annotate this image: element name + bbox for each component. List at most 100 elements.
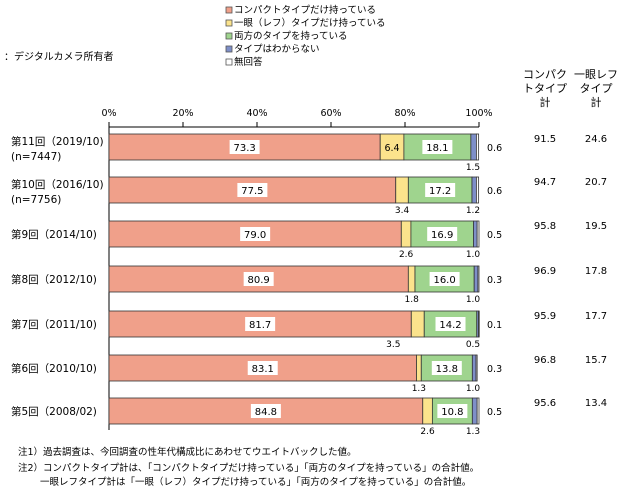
bar-segment-4 <box>475 354 478 382</box>
value-label-compact: 80.9 <box>248 275 270 286</box>
value-label-compact: 79.0 <box>244 230 266 241</box>
slr-total-value: 19.5 <box>585 221 607 232</box>
value-label-compact: 73.3 <box>233 143 255 154</box>
totals: 91.5 24.6 94.7 20.7 95.8 19.5 96.9 17.8 95.9 17.7… <box>534 134 607 409</box>
compact-total-value: 96.9 <box>534 266 556 277</box>
bar-segment-4 <box>478 310 480 338</box>
legend-label-1: 一眼（レフ）タイプだけ持っている <box>234 17 386 29</box>
bar-segment-3 <box>473 220 478 248</box>
slr-total-header-line-2: 計 <box>591 95 602 109</box>
footnote-3: 一眼レフタイプ計は「一眼（レフ）タイプだけ持っている」「両方のタイプを持っている… <box>40 476 471 488</box>
value-label-box <box>247 361 278 375</box>
x-tick-label: 100% <box>465 108 492 119</box>
value-label-both: 17.2 <box>429 186 451 197</box>
category-label: 第10回（2016/10) <box>11 178 104 191</box>
x-tick-label: 20% <box>172 108 193 119</box>
value-label-unknown: 1.5 <box>466 163 480 173</box>
bar-segment-4 <box>476 176 480 204</box>
value-label-box <box>425 183 456 197</box>
bar-segment-4 <box>477 265 480 293</box>
compact-total-header-line-1: トタイプ <box>523 82 567 95</box>
value-label-box <box>429 272 460 286</box>
value-label-slr: 1.3 <box>412 384 426 394</box>
value-label-unknown: 1.0 <box>466 384 481 394</box>
slr-total-value: 13.4 <box>585 398 607 409</box>
value-label-no-answer: 0.6 <box>487 186 502 197</box>
plot-area: 第11回（2019/10) (n=7447) 73.3 6.4 18.1 1.5 0.6 第1… <box>11 133 502 437</box>
bar-segment-3 <box>473 265 479 293</box>
footnote-1: 注1）過去調査は、今回調査の性年代構成比にあわせてウエイトバックした値。 <box>18 446 357 458</box>
compact-total-value: 95.8 <box>534 221 556 232</box>
value-label-box <box>437 404 468 418</box>
value-label-slr: 3.5 <box>386 340 400 350</box>
value-label-slr: 2.6 <box>399 250 414 260</box>
value-label-both: 14.2 <box>439 320 461 331</box>
value-label-unknown: 1.0 <box>466 295 481 305</box>
value-label-unknown: 1.3 <box>466 427 480 437</box>
bar-segment-3 <box>471 176 477 204</box>
compact-total-header-line-2: 計 <box>540 95 551 109</box>
slr-total-value: 15.7 <box>585 355 607 366</box>
footnotes: 注1）過去調査は、今回調査の性年代構成比にあわせてウエイトバックした値。注2）コ… <box>18 446 479 488</box>
value-label-slr: 6.4 <box>384 143 399 154</box>
value-label-unknown: 1.0 <box>466 250 481 260</box>
slr-total-header-line-1: タイプ <box>580 82 613 95</box>
value-label-box <box>422 140 453 154</box>
bar-segment-1 <box>410 310 425 338</box>
compact-total-value: 95.9 <box>534 311 556 322</box>
bar-segment-1 <box>416 354 422 382</box>
compact-total-value: 91.5 <box>534 134 556 145</box>
value-label-both: 10.8 <box>441 407 463 418</box>
value-label-no-answer: 0.1 <box>487 320 502 331</box>
category-label: 第9回（2014/10) <box>11 228 97 241</box>
category-label: 第6回（2010/10) <box>11 362 97 375</box>
value-label-slr: 3.4 <box>395 206 410 216</box>
bar-segment-4 <box>476 397 480 425</box>
value-label-unknown: 1.2 <box>466 206 480 216</box>
value-label-box <box>435 317 466 331</box>
value-label-no-answer: 0.5 <box>487 407 502 418</box>
x-tick-label: 60% <box>320 108 341 119</box>
category-sample-size: (n=7756) <box>11 194 61 206</box>
legend-swatch-3 <box>225 45 233 53</box>
compact-total-value: 96.8 <box>534 355 556 366</box>
bar-segment-1 <box>400 220 412 248</box>
value-label-box <box>245 317 276 331</box>
category-label: 第8回（2012/10) <box>11 273 97 286</box>
slr-total-value: 17.8 <box>585 266 607 277</box>
compact-total-header-line-0: コンパク <box>523 68 567 81</box>
slr-total-value: 24.6 <box>585 134 607 145</box>
legend-swatch-0 <box>225 6 233 14</box>
bar-segment-1 <box>407 265 416 293</box>
value-label-box <box>250 404 281 418</box>
bar-segment-4 <box>476 220 480 248</box>
bar-segment-3 <box>470 133 477 161</box>
value-label-compact: 83.1 <box>252 364 274 375</box>
subject-note: ：デジタルカメラ所有者 <box>4 50 114 63</box>
x-tick-label: 40% <box>246 108 267 119</box>
value-label-compact: 84.8 <box>255 407 277 418</box>
legend-label-2: 両方のタイプを持っている <box>234 30 348 42</box>
bar-segment-4 <box>476 133 480 161</box>
value-label-box <box>240 227 271 241</box>
value-label-no-answer: 0.3 <box>487 275 502 286</box>
value-label-unknown: 0.5 <box>466 340 480 350</box>
slr-total-value: 17.7 <box>585 311 607 322</box>
x-tick-label: 80% <box>394 108 415 119</box>
bar-segment-0 <box>108 310 412 338</box>
footnote-2: 注2）コンパクトタイプ計は、「コンパクトタイプだけ持っている」「両方のタイプを持… <box>18 462 479 474</box>
legend: コンパクトタイプだけ持っている一眼（レフ）タイプだけ持っている両方のタイプを持っ… <box>225 4 386 68</box>
bar-segment-0 <box>108 220 402 248</box>
value-label-both: 13.8 <box>436 364 458 375</box>
bar-segment-1 <box>422 397 433 425</box>
value-label-box <box>431 361 462 375</box>
legend-swatch-4 <box>225 58 233 66</box>
legend-label-0: コンパクトタイプだけ持っている <box>234 4 376 16</box>
compact-total-value: 95.6 <box>534 398 556 409</box>
legend-label-3: タイプはわからない <box>234 44 320 55</box>
x-tick-label: 0% <box>101 108 116 119</box>
value-label-box <box>427 227 458 241</box>
category-sample-size: (n=7447) <box>11 151 61 163</box>
value-label-box <box>229 140 260 154</box>
